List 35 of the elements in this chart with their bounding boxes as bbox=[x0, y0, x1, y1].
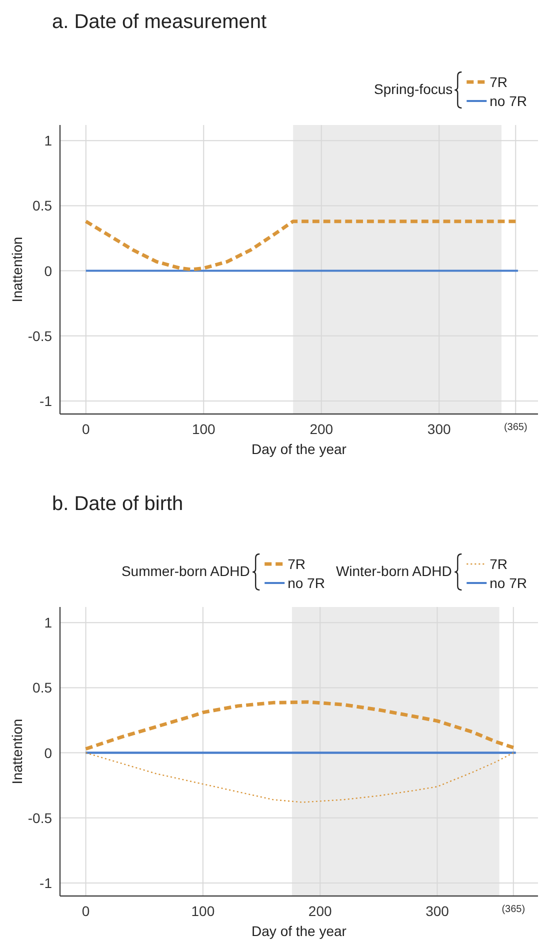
y-axis-title: Inattention bbox=[9, 236, 25, 302]
y-tick-label: 0.5 bbox=[32, 198, 52, 214]
y-tick-label: -1 bbox=[40, 392, 52, 409]
text: Summer-born ADHD bbox=[121, 563, 250, 579]
legend-label: 7R bbox=[490, 556, 508, 572]
x-tick-label: 100 bbox=[191, 903, 215, 919]
y-tick-label: -0.5 bbox=[28, 328, 52, 344]
x-axis-title: Day of the year bbox=[252, 441, 347, 457]
legend-label: 7R bbox=[288, 556, 306, 572]
chart-title: a. Date of measurement bbox=[52, 11, 267, 33]
x-tick-label: 0 bbox=[82, 903, 90, 919]
x-tick-label: (365) bbox=[504, 422, 528, 433]
y-tick-label: -1 bbox=[40, 874, 52, 891]
x-tick-label: 300 bbox=[427, 421, 451, 437]
x-axis-title: Day of the year bbox=[252, 923, 347, 939]
x-tick-label: (365) bbox=[502, 904, 526, 915]
y-tick-label: 0 bbox=[44, 262, 52, 279]
text: Spring-focus bbox=[374, 81, 453, 97]
x-tick-label: 100 bbox=[192, 421, 216, 437]
y-tick-label: 0.5 bbox=[32, 680, 52, 696]
legend-label: 7R bbox=[490, 74, 508, 90]
legend-label: no 7R bbox=[288, 575, 325, 591]
y-tick-label: 1 bbox=[44, 132, 52, 149]
legend-label: no 7R bbox=[490, 575, 527, 591]
y-tick-label: 1 bbox=[44, 614, 52, 631]
y-tick-label: -0.5 bbox=[28, 810, 52, 826]
legend-label: no 7R bbox=[490, 93, 527, 109]
text: Winter-born ADHD bbox=[336, 563, 452, 579]
x-tick-label: 0 bbox=[82, 421, 90, 437]
x-tick-label: 200 bbox=[310, 421, 334, 437]
y-tick-label: 0 bbox=[44, 744, 52, 761]
x-tick-label: 200 bbox=[308, 903, 332, 919]
y-axis-title: Inattention bbox=[9, 718, 25, 784]
x-tick-label: 300 bbox=[426, 903, 450, 919]
chart-title: b. Date of birth bbox=[52, 493, 184, 515]
